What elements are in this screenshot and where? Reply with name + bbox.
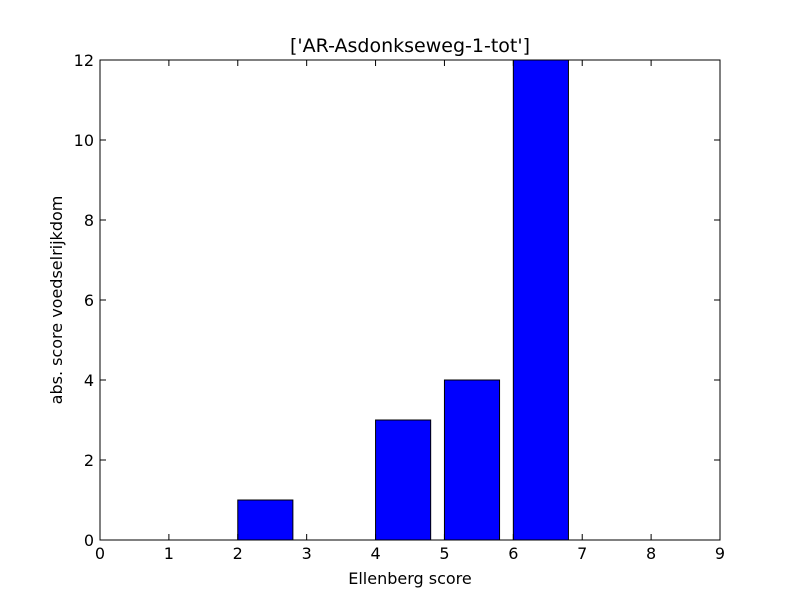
x-tick-label: 1 bbox=[164, 544, 174, 563]
y-tick-label: 6 bbox=[84, 291, 94, 310]
chart-title: ['AR-Asdonkseweg-1-tot'] bbox=[290, 35, 530, 57]
x-tick-label: 3 bbox=[302, 544, 312, 563]
x-tick-label: 7 bbox=[577, 544, 587, 563]
y-tick-label: 12 bbox=[74, 51, 94, 70]
x-tick-label: 6 bbox=[508, 544, 518, 563]
x-tick-label: 5 bbox=[439, 544, 449, 563]
bar-4 bbox=[375, 419, 432, 541]
x-tick-label: 2 bbox=[233, 544, 243, 563]
y-tick-label: 2 bbox=[84, 451, 94, 470]
x-axis-label: Ellenberg score bbox=[348, 569, 472, 588]
plot-frame bbox=[99, 59, 721, 541]
y-tick-label: 0 bbox=[84, 531, 94, 550]
x-tick-label: 4 bbox=[370, 544, 380, 563]
bar-6 bbox=[512, 59, 569, 541]
y-tick-label: 10 bbox=[74, 131, 94, 150]
y-tick-label: 8 bbox=[84, 211, 94, 230]
x-tick-label: 9 bbox=[715, 544, 725, 563]
bar-5 bbox=[443, 379, 501, 541]
y-tick-label: 4 bbox=[84, 371, 94, 390]
bar-series bbox=[237, 59, 569, 541]
y-axis-label: abs. score voedselrijkdom bbox=[47, 196, 66, 405]
x-tick-label: 0 bbox=[95, 544, 105, 563]
bar-2 bbox=[237, 499, 294, 541]
x-tick-label: 8 bbox=[646, 544, 656, 563]
